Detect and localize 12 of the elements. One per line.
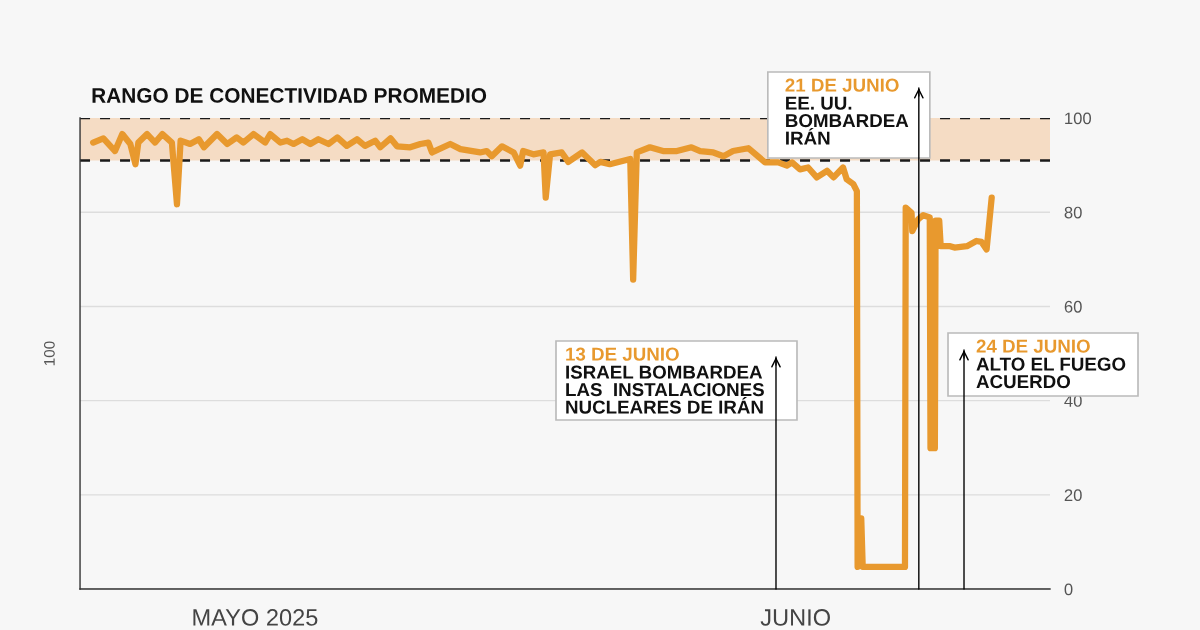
x-tick-label: JUNIO [760, 609, 830, 626]
band-label: RANGO DE CONECTIVIDAD PROMEDIO [92, 88, 487, 103]
ref-line-label: 24 DE JUNIO ALTO EL FUEGO ACUERDO [976, 339, 1126, 389]
y-tick-label: 0 [1064, 583, 1073, 596]
ref-line-label: 21 DE JUNIO EE. UU. BOMBARDEA IRÁN [785, 78, 909, 145]
x-tick-label: MAYO 2025 [193, 609, 318, 626]
y-tick-label: 60 [1064, 300, 1082, 313]
y-axis-title: 100 [43, 341, 55, 366]
y-tick-label: 80 [1064, 206, 1082, 219]
ref-line-label: 13 DE JUNIO ISRAEL BOMBARDEA LAS INSTALACIONES NUCLEARES DE IRÁN [566, 347, 764, 414]
y-tick-label: 100 [1065, 112, 1092, 125]
y-tick-label: 20 [1064, 489, 1082, 502]
